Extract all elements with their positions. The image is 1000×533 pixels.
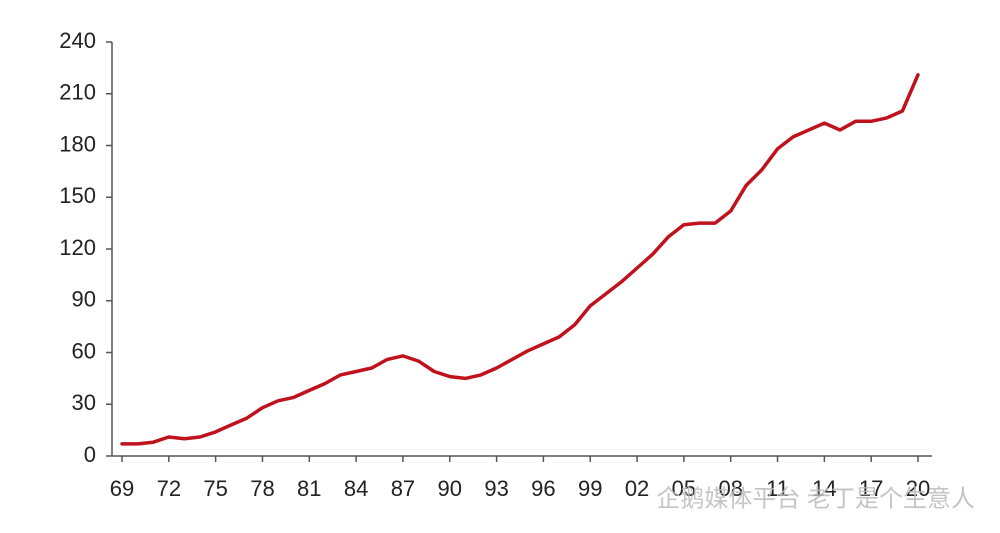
x-tick-label: 93 bbox=[484, 476, 508, 501]
y-tick-label: 180 bbox=[59, 131, 96, 156]
y-tick-label: 120 bbox=[59, 235, 96, 260]
y-tick-label: 90 bbox=[72, 287, 96, 312]
x-tick-label: 75 bbox=[203, 476, 227, 501]
x-tick-label: 72 bbox=[157, 476, 181, 501]
x-tick-label: 05 bbox=[672, 476, 696, 501]
x-tick-label: 96 bbox=[531, 476, 555, 501]
x-tick-label: 11 bbox=[766, 476, 789, 501]
watermark: 企鹅媒体平台 老丁是个生意人 bbox=[656, 485, 975, 512]
x-tick-label: 99 bbox=[578, 476, 602, 501]
y-tick-label: 30 bbox=[72, 390, 96, 415]
x-tick-label: 87 bbox=[391, 476, 415, 501]
y-tick-label: 150 bbox=[59, 183, 96, 208]
x-tick-label: 17 bbox=[859, 476, 883, 501]
x-tick-label: 14 bbox=[812, 476, 836, 501]
data-line bbox=[120, 73, 920, 446]
y-tick-label: 0 bbox=[84, 442, 96, 467]
y-tick-label: 240 bbox=[59, 28, 96, 53]
x-tick-label: 69 bbox=[110, 476, 134, 501]
x-tick-label: 78 bbox=[250, 476, 274, 501]
x-tick-label: 02 bbox=[625, 476, 649, 501]
y-tick-label: 210 bbox=[59, 80, 96, 105]
y-tick-label: 60 bbox=[72, 338, 96, 363]
x-tick-label: 08 bbox=[718, 476, 742, 501]
x-tick-label: 84 bbox=[344, 476, 368, 501]
x-tick-label: 90 bbox=[438, 476, 462, 501]
x-tick-label: 20 bbox=[906, 476, 930, 501]
x-tick-label: 81 bbox=[297, 476, 321, 501]
